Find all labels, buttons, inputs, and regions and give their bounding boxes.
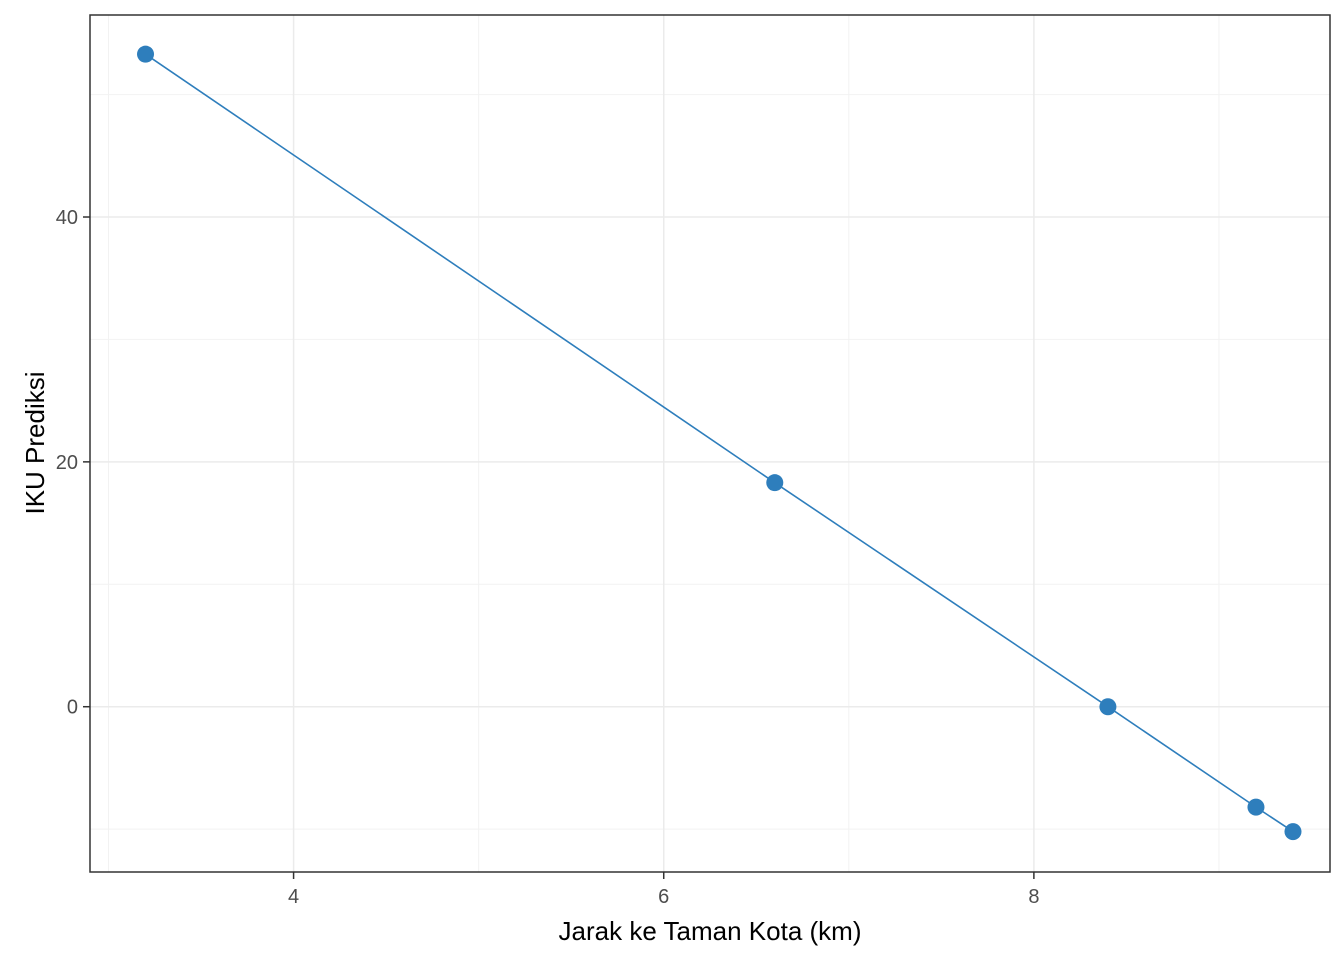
major-gridlines (90, 15, 1330, 872)
x-tick-label: 4 (288, 886, 299, 908)
y-tick-label: 40 (56, 207, 78, 229)
data-point (137, 45, 155, 63)
y-axis: 0 20 40 (56, 207, 90, 719)
data-point (766, 474, 784, 492)
y-tick-label: 0 (67, 697, 78, 719)
y-axis-title: IKU Prediksi (20, 371, 50, 514)
minor-gridlines (90, 15, 1330, 872)
y-tick-label: 20 (56, 452, 78, 474)
data-point (1247, 798, 1265, 816)
data-point (1284, 823, 1302, 841)
plot-border (89, 14, 1331, 873)
x-axis: 4 6 8 (288, 872, 1039, 908)
series-layer (137, 45, 1302, 841)
x-tick-label: 8 (1028, 886, 1039, 908)
data-point (1099, 698, 1117, 716)
x-tick-label: 6 (658, 886, 669, 908)
x-axis-title: Jarak ke Taman Kota (km) (559, 916, 862, 946)
